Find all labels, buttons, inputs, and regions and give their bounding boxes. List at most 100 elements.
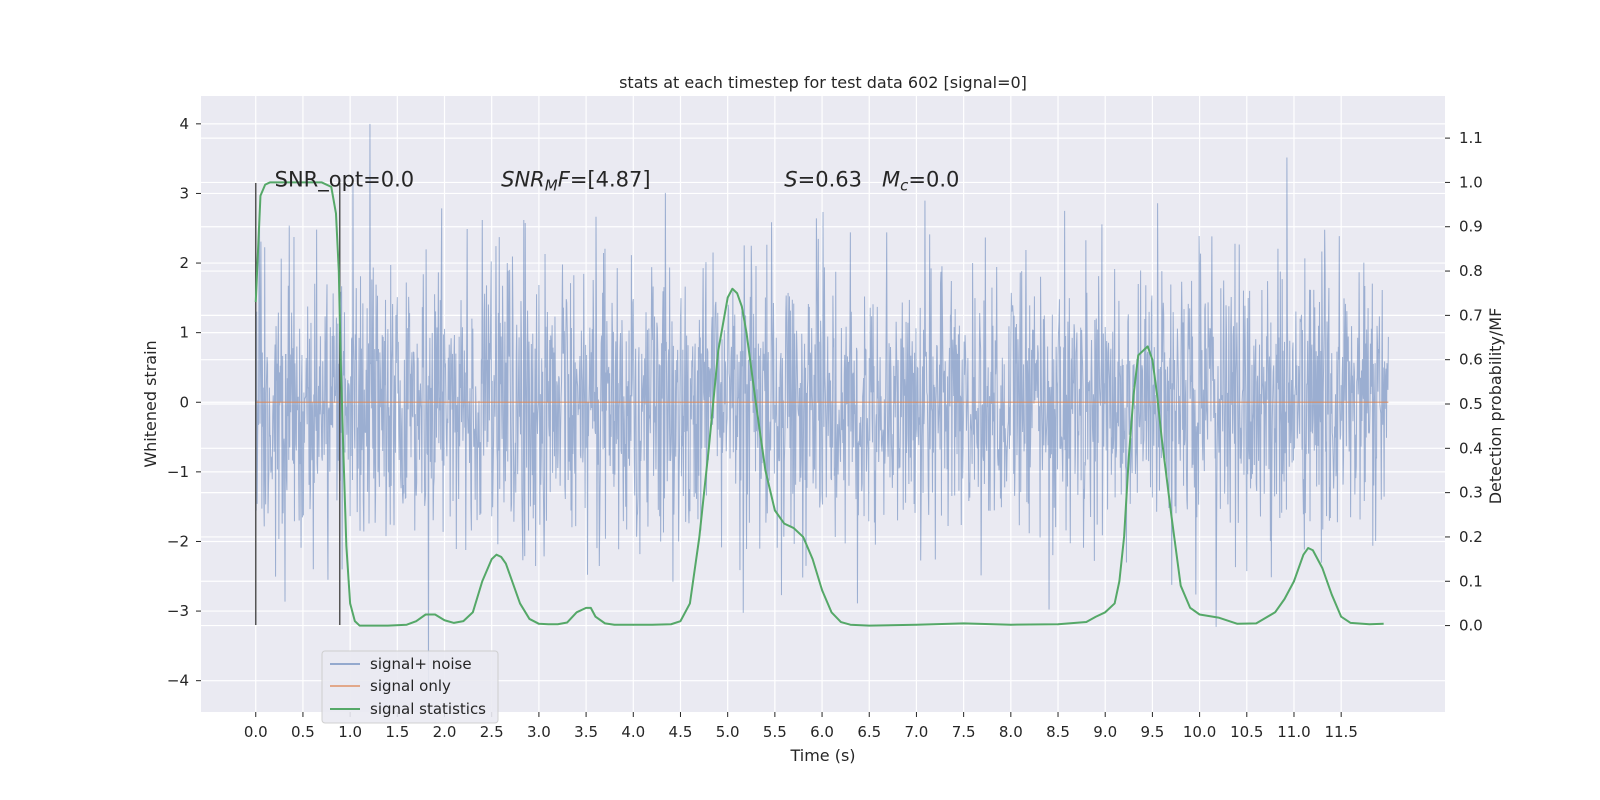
signal-statistics-point [1382, 623, 1384, 625]
signal-statistics-point [566, 621, 568, 623]
signal-statistics-point [443, 619, 445, 621]
signal-statistics-point [387, 624, 389, 626]
signal-statistics-point [1085, 621, 1087, 623]
signal-statistics-point [1307, 547, 1309, 549]
signal-statistics-point [424, 613, 426, 615]
signal-statistics-point [590, 607, 592, 609]
y-left-tick-label: 0 [179, 393, 189, 411]
signal-statistics-point [1255, 622, 1257, 624]
series-signal-noise [255, 123, 1389, 685]
signal-statistics-point [406, 624, 408, 626]
signal-statistics-point [679, 620, 681, 622]
signal-statistics-point [793, 527, 795, 529]
signal-statistics-point [491, 558, 493, 560]
x-tick-label: 6.0 [810, 723, 834, 741]
signal-statistics-point [745, 332, 747, 334]
signal-statistics-point [689, 602, 691, 604]
x-tick-label: 8.0 [999, 723, 1023, 741]
signal-statistics-point [1321, 567, 1323, 569]
y-right-tick-label: 1.1 [1459, 129, 1483, 147]
signal-statistics-point [338, 270, 340, 272]
y-right-tick-label: 0.6 [1459, 351, 1483, 369]
signal-statistics-point [755, 403, 757, 405]
signal-statistics-point [1146, 345, 1148, 347]
signal-statistics-point [698, 536, 700, 538]
signal-statistics-point [632, 624, 634, 626]
annotation-snr-mf: SNRMF=[4.87] [501, 168, 650, 195]
y-left-tick-label: 2 [179, 254, 189, 272]
signal-statistics-point [802, 536, 804, 538]
signal-statistics-point [717, 350, 719, 352]
signal-statistics-point [358, 624, 360, 626]
signal-statistics-point [1156, 394, 1158, 396]
signal-statistics-point [259, 195, 261, 197]
signal-statistics-point [764, 469, 766, 471]
x-tick-label: 1.0 [338, 723, 362, 741]
x-tick-label: 2.5 [480, 723, 504, 741]
signal-statistics-point [495, 553, 497, 555]
signal-statistics-point [1349, 622, 1351, 624]
y-left-tick-label: 1 [179, 324, 189, 342]
y-right-tick-label: 0.4 [1459, 439, 1483, 457]
y-left-tick-label: 4 [179, 115, 189, 133]
x-tick-label: 3.0 [527, 723, 551, 741]
signal-statistics-point [505, 562, 507, 564]
signal-statistics-point [651, 624, 653, 626]
signal-statistics-point [1283, 598, 1285, 600]
y-right-tick-label: 0.7 [1459, 306, 1483, 324]
x-tick-label: 2.0 [433, 723, 457, 741]
signal-statistics-point [1331, 593, 1333, 595]
signal-statistics-point [1151, 358, 1153, 360]
signal-statistics-point [335, 212, 337, 214]
annotations: SNR_opt=0.0 SNRMF=[4.87] S=0.63 Mc=0.0 [275, 168, 960, 195]
y-right-tick-label: 0.1 [1459, 572, 1483, 590]
x-tick-label: 6.5 [857, 723, 881, 741]
signal-statistics-point [604, 622, 606, 624]
signal-statistics-point [1293, 580, 1295, 582]
signal-statistics-point [1057, 623, 1059, 625]
y-right-axis-label: Detection probability/MF [1486, 308, 1505, 505]
x-tick-label: 4.5 [669, 723, 693, 741]
signal-statistics-point [774, 509, 776, 511]
signal-statistics-point [557, 623, 559, 625]
signal-statistics-point [1180, 585, 1182, 587]
noise-line [255, 123, 1389, 685]
legend-entry-signal-statistics: signal statistics [370, 700, 486, 718]
signal-statistics-point [1132, 394, 1134, 396]
signal-statistics-point [1161, 438, 1163, 440]
signal-statistics-point [1274, 611, 1276, 613]
signal-statistics-point [453, 622, 455, 624]
signal-statistics-point [575, 611, 577, 613]
y-left-tick-label: 3 [179, 184, 189, 202]
signal-statistics-point [519, 602, 521, 604]
signal-statistics-point [741, 305, 743, 307]
legend-entry-signal-noise: signal+ noise [370, 655, 472, 673]
annotation-snr-opt: SNR_opt=0.0 [275, 168, 415, 193]
signal-statistics-point [528, 618, 530, 620]
signal-statistics-point [264, 183, 266, 185]
signal-statistics-line [254, 181, 1384, 627]
y-right-tick-label: 0.3 [1459, 484, 1483, 502]
legend-entry-signal-only: signal only [370, 677, 451, 695]
y-right-tick-label: 0.2 [1459, 528, 1483, 546]
x-axis-label: Time (s) [789, 746, 855, 765]
signal-statistics-point [462, 620, 464, 622]
x-tick-label: 9.0 [1093, 723, 1117, 741]
signal-statistics-point [849, 624, 851, 626]
signal-statistics-point [1189, 607, 1191, 609]
signal-statistics-point [349, 602, 351, 604]
x-tick-label: 5.0 [716, 723, 740, 741]
x-tick-label: 9.5 [1140, 723, 1164, 741]
x-tick-label: 10.0 [1183, 723, 1216, 741]
signal-statistics-point [1010, 624, 1012, 626]
y-right-tick-label: 0.5 [1459, 395, 1483, 413]
signal-statistics-point [962, 622, 964, 624]
signal-statistics-point [1312, 549, 1314, 551]
y-right-tick-label: 1.0 [1459, 173, 1483, 191]
x-tick-label: 1.5 [385, 723, 409, 741]
x-tick-label: 10.5 [1230, 723, 1263, 741]
x-axis-ticks: 0.0 0.5 1.0 1.5 2.0 2.5 3.0 3.5 4.0 4.5 5.0 5.5 6.0 6… [244, 712, 1358, 741]
chart-title: stats at each timestep for test data 602… [619, 73, 1027, 92]
signal-statistics-point [538, 623, 540, 625]
